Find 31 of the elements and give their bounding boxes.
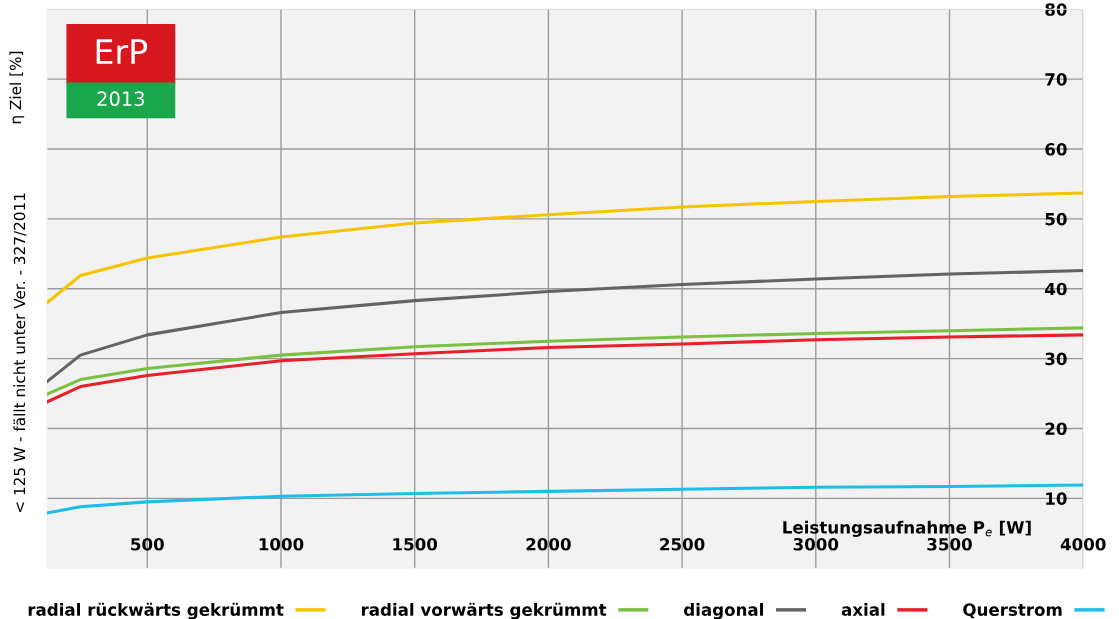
x-tick-label: 2500 — [660, 537, 705, 551]
x-tick-label: 1000 — [259, 537, 304, 551]
x-tick-label: 2000 — [526, 537, 571, 551]
x-tick-label: 3000 — [793, 537, 839, 551]
y-tick-label: 60 — [1045, 142, 1067, 156]
y-tick-label: 70 — [1045, 73, 1067, 86]
line-series — [47, 326, 1084, 396]
y-tick-label: 20 — [1045, 422, 1067, 436]
x-axis-title: Leistungsaufnahme P$_{e}$ [W] — [783, 520, 1031, 537]
x-tick-label: 4000 — [1060, 537, 1106, 551]
x-tick-label: 1500 — [393, 537, 438, 551]
annotation: 2013 — [97, 91, 145, 107]
x-tick-label: 500 — [131, 537, 164, 551]
y-tick-label: 10 — [1046, 492, 1067, 505]
y-axis-title: η Ziel [%] — [9, 51, 25, 124]
line-series — [47, 269, 1084, 384]
legend-label: radial rückwärts gekrümmt — [28, 602, 284, 619]
legend-label: radial vorwärts gekrümmt — [361, 602, 607, 619]
legend-label: diagonal — [684, 603, 763, 619]
x-tick-label: 3500 — [927, 537, 972, 551]
line-series — [47, 483, 1084, 515]
text: < 125 W - fällt nicht unter Ver. - 327/2011 — [13, 193, 27, 513]
line-series — [47, 333, 1084, 404]
y-tick-label: 50 — [1045, 212, 1067, 226]
y-tick-label: 40 — [1045, 282, 1067, 296]
legend-label: axial — [841, 603, 885, 616]
legend-label: Querstrom — [963, 603, 1062, 619]
line-series — [47, 191, 1084, 305]
annotation: ErP — [96, 39, 148, 64]
y-tick-label: 80 — [1045, 3, 1067, 16]
y-tick-label: 30 — [1045, 352, 1067, 366]
